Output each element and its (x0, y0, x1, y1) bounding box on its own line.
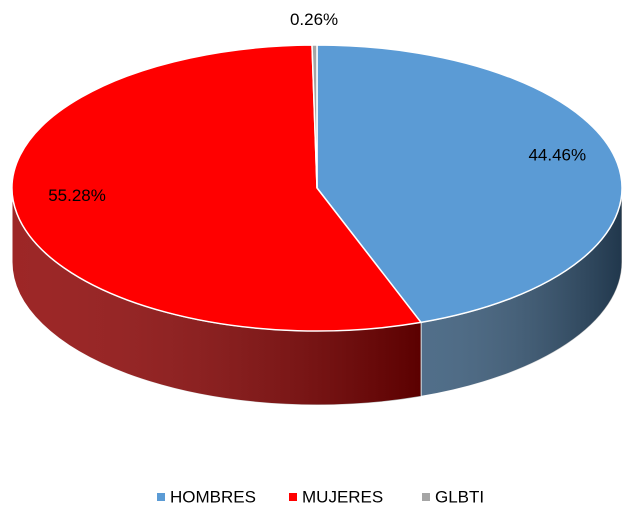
data-label: 55.28% (48, 186, 106, 205)
legend-label: MUJERES (302, 487, 383, 506)
pie-tops (11, 44, 622, 332)
legend-swatch (289, 493, 297, 501)
data-label: 44.46% (528, 146, 586, 165)
pie-side-shade (421, 188, 622, 397)
pie-slice (11, 44, 423, 332)
legend-swatch (422, 493, 430, 501)
pie-slice (311, 44, 318, 189)
legend-swatch (157, 493, 165, 501)
pie-side-shade (12, 188, 422, 406)
pie-slice (316, 44, 622, 324)
legend: HOMBRES MUJERES GLBTI (157, 487, 484, 506)
legend-label: HOMBRES (170, 487, 256, 506)
data-labels: 44.46% 55.28% 0.26% (48, 10, 586, 205)
data-label: 0.26% (290, 10, 338, 29)
legend-label: GLBTI (435, 487, 484, 506)
